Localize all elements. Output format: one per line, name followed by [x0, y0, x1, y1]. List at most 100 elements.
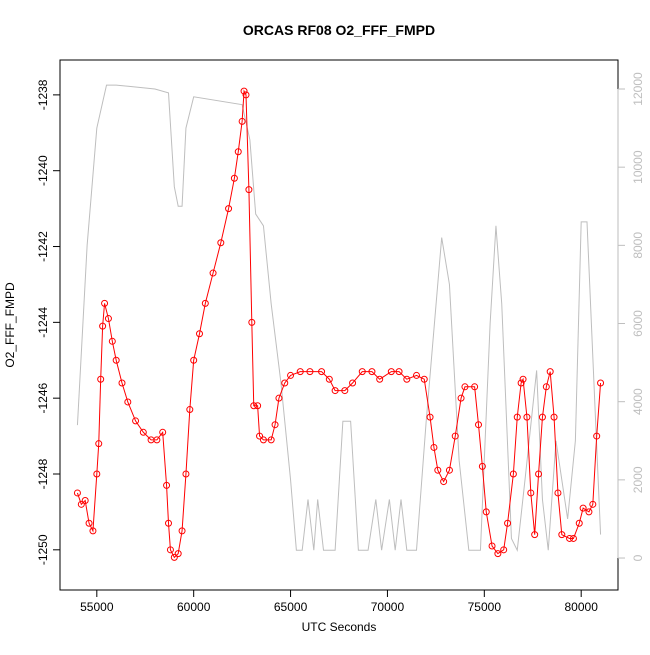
- data-point: [517, 379, 525, 387]
- data-point: [163, 481, 171, 489]
- x-axis-label: UTC Seconds: [302, 620, 377, 634]
- data-point: [248, 318, 256, 326]
- data-point: [579, 504, 587, 512]
- data-point: [95, 440, 103, 448]
- data-point: [482, 508, 490, 516]
- data-point: [509, 470, 517, 478]
- x-tick-label: 60000: [177, 600, 211, 614]
- data-point: [341, 387, 349, 395]
- data-point: [85, 519, 93, 527]
- x-tick-label: 75000: [468, 600, 502, 614]
- data-point: [118, 379, 126, 387]
- data-point: [124, 398, 132, 406]
- data-point: [457, 394, 465, 402]
- data-point: [209, 269, 217, 277]
- data-point: [504, 519, 512, 527]
- data-point: [81, 497, 89, 505]
- plot-box: [59, 59, 619, 591]
- data-point: [174, 550, 182, 558]
- data-point: [538, 413, 546, 421]
- data-point: [368, 368, 376, 376]
- y-tick-label: -1244: [36, 307, 50, 338]
- data-point: [267, 436, 275, 444]
- x-tick-label: 55000: [80, 600, 114, 614]
- data-point: [575, 519, 583, 527]
- series-line: [76, 89, 602, 559]
- data-point: [153, 436, 161, 444]
- data-point: [296, 368, 304, 376]
- data-point: [542, 383, 550, 391]
- y2-tick-label: 0: [631, 554, 645, 561]
- data-point: [420, 375, 428, 383]
- data-point: [593, 432, 601, 440]
- data-point: [488, 542, 496, 550]
- data-point: [254, 402, 262, 410]
- data-point: [132, 417, 140, 425]
- data-point: [471, 383, 479, 391]
- data-point: [190, 356, 198, 364]
- data-point: [445, 466, 453, 474]
- data-point: [250, 402, 258, 410]
- data-point: [426, 413, 434, 421]
- data-point: [589, 500, 597, 508]
- y-tick-label: -1246: [36, 383, 50, 414]
- data-point: [256, 432, 264, 440]
- data-point: [217, 239, 225, 247]
- data-point: [494, 550, 502, 558]
- data-point: [93, 470, 101, 478]
- data-point: [201, 299, 209, 307]
- data-point: [403, 375, 411, 383]
- data-point: [325, 375, 333, 383]
- x-tick-label: 65000: [274, 600, 308, 614]
- x-tick-label: 80000: [565, 600, 599, 614]
- data-point: [73, 489, 81, 497]
- data-point: [112, 356, 120, 364]
- data-point: [97, 375, 105, 383]
- data-point: [558, 531, 566, 539]
- data-point: [358, 368, 366, 376]
- y-tick-label: -1250: [36, 534, 50, 565]
- y2-tick-label: 2000: [631, 466, 645, 493]
- data-point: [178, 527, 186, 535]
- data-point: [182, 470, 190, 478]
- data-point: [475, 421, 482, 429]
- data-point: [170, 553, 178, 561]
- data-point: [166, 546, 174, 554]
- data-point: [99, 322, 107, 330]
- data-point: [306, 368, 314, 376]
- data-point: [196, 330, 203, 338]
- data-point: [108, 337, 116, 345]
- x-tick-label: 70000: [371, 600, 405, 614]
- data-point: [139, 428, 147, 436]
- data-point: [440, 478, 448, 486]
- data-point: [281, 379, 289, 387]
- data-point: [566, 534, 574, 542]
- y-tick-label: -1238: [36, 79, 50, 110]
- data-point: [523, 413, 531, 421]
- data-point: [519, 375, 527, 383]
- data-point: [585, 508, 593, 516]
- data-point: [434, 466, 442, 474]
- data-point: [259, 436, 267, 444]
- data-point: [376, 375, 384, 383]
- data-point: [225, 205, 233, 213]
- data-point: [461, 383, 469, 391]
- data-point: [287, 371, 295, 379]
- chart-title: ORCAS RF08 O2_FFF_FMPD: [243, 22, 435, 38]
- data-point: [387, 368, 395, 376]
- data-point: [165, 519, 172, 527]
- y2-tick-label: 12000: [631, 72, 645, 106]
- data-point: [535, 470, 543, 478]
- y2-tick-label: 6000: [631, 310, 645, 337]
- data-point: [331, 387, 339, 395]
- y2-tick-label: 10000: [631, 150, 645, 184]
- data-point: [89, 527, 97, 535]
- data-point: [500, 546, 508, 554]
- data-point: [271, 421, 279, 429]
- y-tick-label: -1248: [36, 458, 50, 489]
- data-point: [569, 534, 577, 542]
- y2-tick-label: 8000: [631, 232, 645, 259]
- data-point: [77, 500, 85, 508]
- data-point: [101, 299, 109, 307]
